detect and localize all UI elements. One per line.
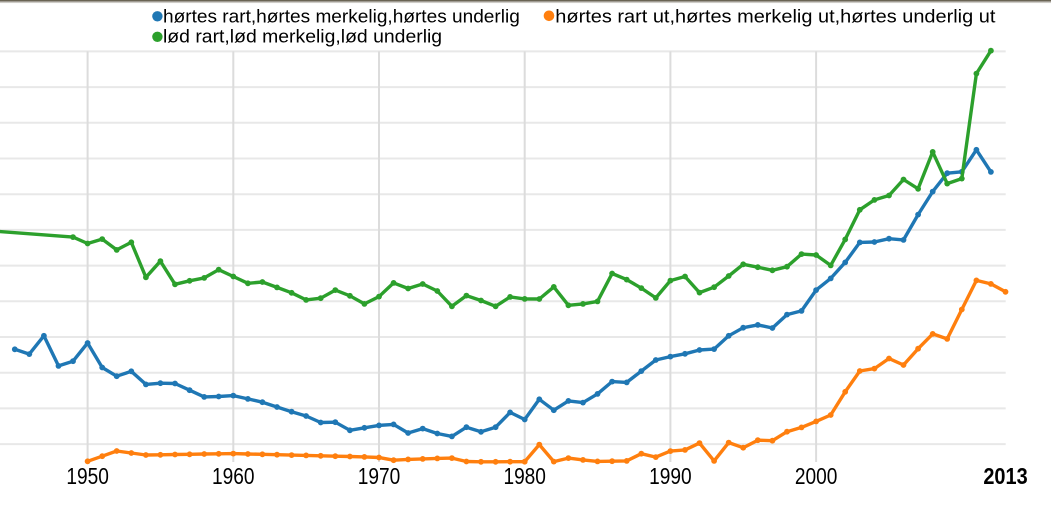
svg-text:hørtes rart ut,hørtes merkelig: hørtes rart ut,hørtes merkelig ut,hørtes… (555, 6, 995, 26)
svg-text:1960: 1960 (212, 463, 255, 489)
svg-text:2000: 2000 (795, 463, 838, 489)
svg-text:1990: 1990 (649, 463, 692, 489)
svg-text:lød rart,lød merkelig,lød unde: lød rart,lød merkelig,lød underlig (163, 27, 442, 47)
svg-text:1980: 1980 (503, 463, 546, 489)
svg-text:1970: 1970 (358, 463, 401, 489)
svg-text:1950: 1950 (66, 463, 109, 489)
svg-text:hørtes rart,hørtes merkelig,hø: hørtes rart,hørtes merkelig,hørtes under… (163, 6, 520, 26)
svg-text:2013: 2013 (983, 463, 1027, 489)
